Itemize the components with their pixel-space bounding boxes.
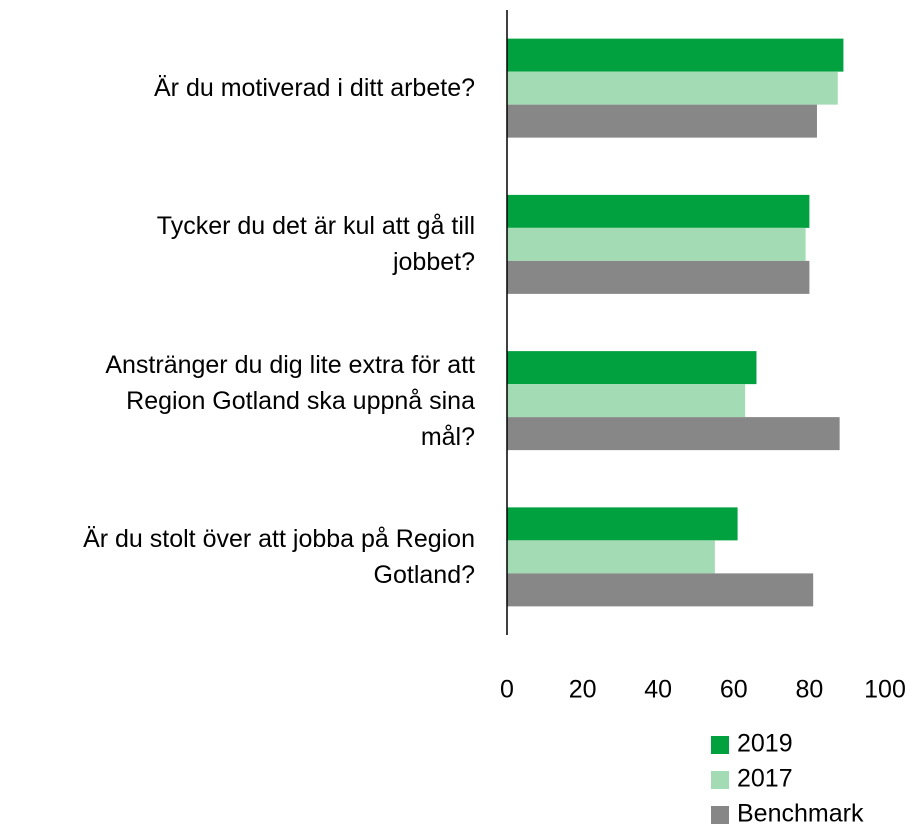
- x-tick-label: 40: [644, 676, 672, 704]
- bar: [507, 71, 838, 105]
- legend-label: 2017: [737, 765, 793, 793]
- bar: [507, 351, 757, 385]
- bar: [507, 194, 810, 228]
- bar: [507, 573, 814, 607]
- category-label: Är du stolt över att jobba på Region Got…: [83, 524, 475, 589]
- x-tick-label: 20: [569, 676, 597, 704]
- legend-swatch: [711, 736, 729, 754]
- x-tick-label: 60: [720, 676, 748, 704]
- bar: [507, 38, 844, 72]
- bar: [507, 417, 840, 451]
- legend-label: Benchmark: [737, 800, 864, 828]
- x-tick-label: 100: [864, 676, 906, 704]
- bar: [507, 540, 715, 574]
- category-label: Tycker du det är kul att gå till jobbet?: [156, 212, 475, 277]
- bar: [507, 227, 806, 261]
- bar: [507, 384, 746, 418]
- legend-label: 2019: [737, 730, 793, 758]
- x-tick-label: 0: [500, 676, 514, 704]
- bar: [507, 260, 810, 294]
- legend-swatch: [711, 806, 729, 824]
- x-tick-label: 80: [795, 676, 823, 704]
- category-label: Är du motiverad i ditt arbete?: [154, 74, 475, 103]
- category-label: Anstränger du dig lite extra för att Reg…: [105, 350, 475, 451]
- legend-swatch: [711, 771, 729, 789]
- bar: [507, 104, 817, 138]
- bar: [507, 507, 738, 541]
